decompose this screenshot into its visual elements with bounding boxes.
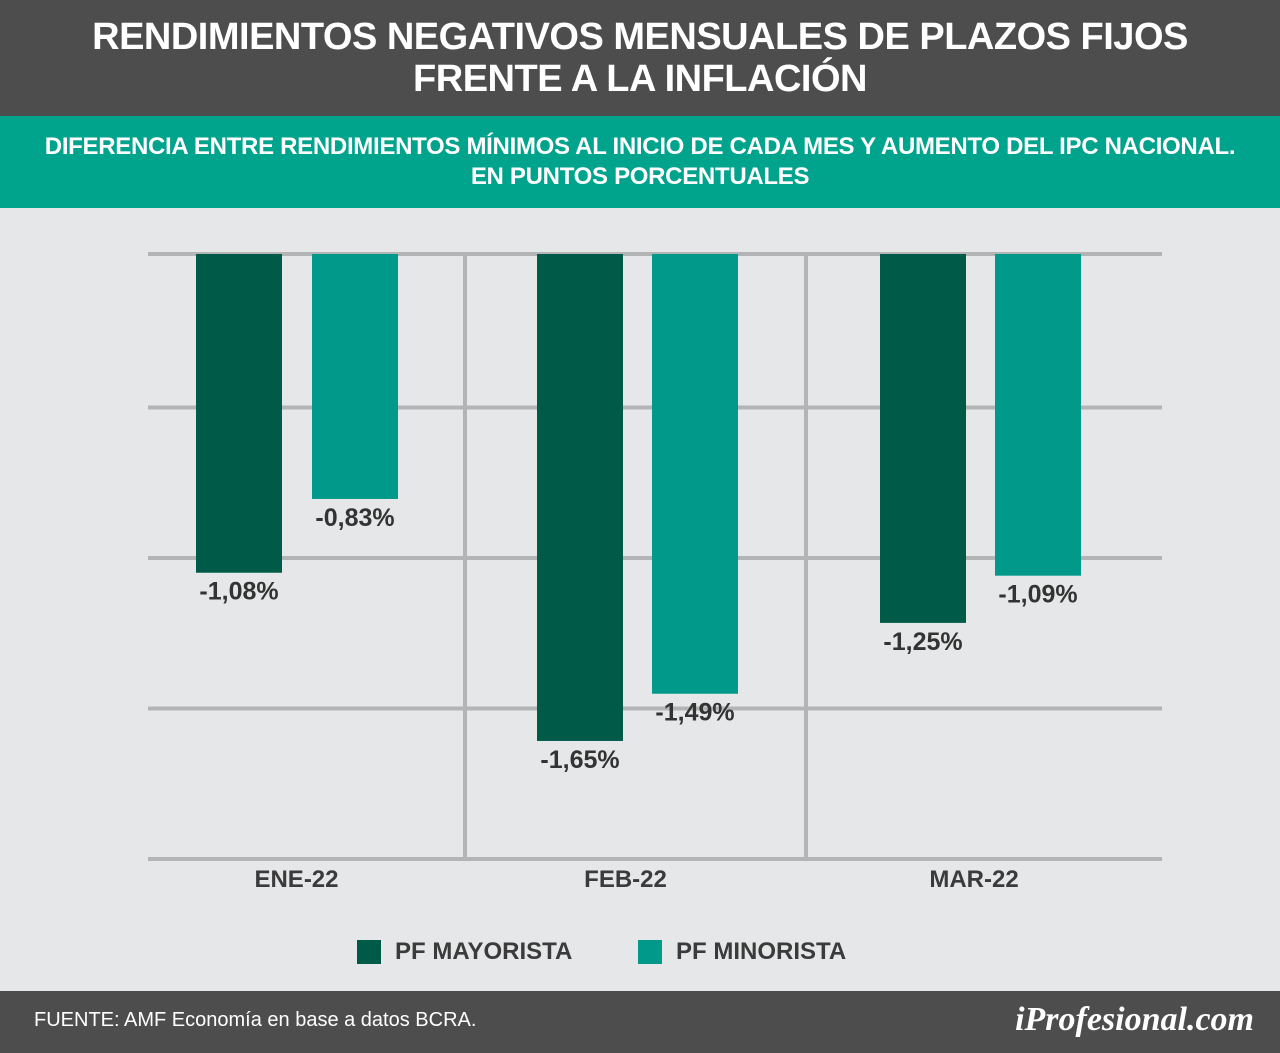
- x-tick-label: ENE-22: [254, 866, 338, 893]
- legend-swatch-mayorista: [357, 940, 381, 964]
- footer: FUENTE: AMF Economía en base a datos BCR…: [0, 991, 1280, 1053]
- bar: [995, 254, 1081, 576]
- bar: [880, 254, 966, 623]
- bar: [652, 254, 738, 694]
- source-note: FUENTE: AMF Economía en base a datos BCR…: [34, 1009, 477, 1031]
- data-label: -0,83%: [315, 504, 394, 532]
- data-label: -1,08%: [199, 578, 278, 606]
- data-label: -1,25%: [883, 628, 962, 656]
- brand-logo: iProfesional.com: [1015, 1001, 1254, 1038]
- data-label: -1,49%: [655, 699, 734, 727]
- subtitle-band: DIFERENCIA ENTRE RENDIMIENTOS MÍNIMOS AL…: [0, 116, 1280, 208]
- title-band: RENDIMIENTOS NEGATIVOS MENSUALES DE PLAZ…: [0, 0, 1280, 116]
- chart-subtitle: DIFERENCIA ENTRE RENDIMIENTOS MÍNIMOS AL…: [44, 133, 1236, 190]
- data-label: -1,65%: [540, 746, 619, 774]
- chart-title: RENDIMIENTOS NEGATIVOS MENSUALES DE PLAZ…: [92, 16, 1188, 100]
- x-tick-label: FEB-22: [584, 866, 667, 893]
- legend-label-minorista: PF MINORISTA: [676, 938, 847, 965]
- legend-label-mayorista: PF MAYORISTA: [395, 938, 573, 965]
- bar-chart: -1,08% -0,83% ENE-22 -1,65% -1,49% FEB-22 -1,2…: [148, 252, 1162, 893]
- legend-item-minorista: PF MINORISTA: [638, 938, 846, 966]
- bar: [312, 254, 398, 499]
- legend-item-mayorista: PF MAYORISTA: [357, 938, 572, 966]
- data-label: -1,09%: [998, 581, 1077, 609]
- legend-swatch-minorista: [638, 940, 662, 964]
- bar: [537, 254, 623, 741]
- legend: PF MAYORISTA PF MINORISTA: [0, 938, 1280, 972]
- x-tick-label: MAR-22: [929, 866, 1018, 893]
- bar: [196, 254, 282, 573]
